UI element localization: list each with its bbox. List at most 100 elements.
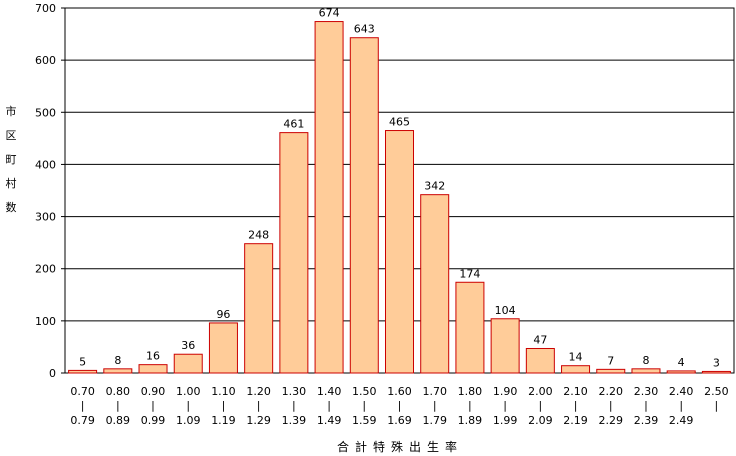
bar (420, 194, 450, 374)
x-tick-label: 2.20 (599, 385, 624, 398)
x-tick-label: 0.70 (70, 385, 95, 398)
x-tick-label: | (538, 399, 542, 412)
data-label: 3 (713, 356, 720, 369)
y-tick-label: 400 (35, 158, 56, 171)
bar (525, 347, 555, 374)
bar (279, 132, 309, 374)
x-tick-label: 2.39 (634, 414, 659, 427)
x-tick-label: | (609, 399, 613, 412)
x-tick-label: 2.29 (599, 414, 624, 427)
data-label: 96 (216, 308, 230, 321)
bar (244, 243, 274, 374)
bar (596, 368, 626, 374)
x-tick-label: 1.29 (246, 414, 271, 427)
bar (561, 365, 591, 374)
bar (631, 368, 661, 374)
data-label: 8 (642, 354, 649, 367)
x-tick-label: 2.40 (669, 385, 694, 398)
x-tick-label: | (292, 399, 296, 412)
y-axis-label-char: 市 (5, 105, 17, 118)
data-label: 674 (319, 7, 340, 20)
data-label: 4 (678, 356, 685, 369)
data-label: 7 (607, 354, 614, 367)
bar (208, 322, 238, 374)
data-label: 342 (424, 180, 445, 193)
x-tick-label: | (222, 399, 226, 412)
x-tick-label: | (433, 399, 437, 412)
data-label: 104 (495, 304, 516, 317)
y-tick-label: 500 (35, 106, 56, 119)
x-tick-label: 0.90 (141, 385, 166, 398)
y-tick-label: 600 (35, 54, 56, 67)
x-tick-label: 0.80 (106, 385, 131, 398)
x-tick-label: 1.40 (317, 385, 342, 398)
x-tick-label: 2.50 (704, 385, 729, 398)
x-tick-label: 1.39 (282, 414, 307, 427)
bar (349, 37, 379, 374)
x-tick-label: 1.49 (317, 414, 342, 427)
x-tick-label: 1.19 (211, 414, 236, 427)
x-tick-label: 2.30 (634, 385, 659, 398)
x-tick-label: | (574, 399, 578, 412)
y-tick-label: 200 (35, 263, 56, 276)
x-tick-label: 1.69 (387, 414, 412, 427)
y-tick-label: 0 (49, 367, 56, 380)
x-tick-label: 1.00 (176, 385, 201, 398)
data-label: 5 (79, 355, 86, 368)
x-tick-label: | (151, 399, 155, 412)
x-axis-label: 合計特殊出生率 (336, 440, 463, 454)
bar (138, 364, 168, 374)
data-label: 36 (181, 339, 195, 352)
x-tick-label: 1.50 (352, 385, 377, 398)
x-tick-label: | (398, 399, 402, 412)
x-tick-label: 2.09 (528, 414, 553, 427)
data-label: 643 (354, 23, 375, 36)
x-tick-label: | (327, 399, 331, 412)
x-tick-label: 1.30 (282, 385, 307, 398)
bar (666, 370, 696, 374)
x-tick-label: 2.10 (563, 385, 588, 398)
y-tick-label: 300 (35, 211, 56, 224)
data-label: 174 (459, 267, 480, 280)
bar (314, 21, 344, 374)
data-label: 8 (114, 354, 121, 367)
x-tick-label: 1.80 (458, 385, 483, 398)
x-tick-label: | (644, 399, 648, 412)
x-tick-label: 2.19 (563, 414, 588, 427)
x-tick-label: 1.70 (422, 385, 447, 398)
x-tick-label: | (116, 399, 120, 412)
y-tick-label: 700 (35, 2, 56, 15)
data-label: 16 (146, 350, 160, 363)
data-label: 47 (533, 333, 547, 346)
x-tick-label: | (679, 399, 683, 412)
bar (455, 281, 485, 374)
x-tick-label: | (81, 399, 85, 412)
x-tick-label: 1.79 (422, 414, 447, 427)
y-tick-label: 100 (35, 315, 56, 328)
bar (490, 318, 520, 374)
bar (701, 370, 731, 374)
x-tick-label: 0.99 (141, 414, 166, 427)
x-tick-label: | (186, 399, 190, 412)
x-tick-label: 1.60 (387, 385, 412, 398)
x-tick-label: 0.89 (106, 414, 131, 427)
data-label: 465 (389, 116, 410, 129)
y-axis-label-char: 町 (5, 153, 17, 166)
x-tick-label: | (362, 399, 366, 412)
x-tick-label: 1.10 (211, 385, 236, 398)
x-tick-label: 2.49 (669, 414, 694, 427)
x-tick-label: 0.79 (70, 414, 95, 427)
x-tick-label: | (468, 399, 472, 412)
bar (173, 353, 203, 374)
data-label: 461 (283, 118, 304, 131)
y-axis-label-char: 数 (5, 201, 17, 214)
y-axis-label-char: 区 (5, 129, 17, 142)
x-tick-label: 1.59 (352, 414, 377, 427)
x-tick-label: 1.99 (493, 414, 518, 427)
data-label: 248 (248, 229, 269, 242)
bar (385, 130, 414, 374)
x-tick-label: 1.09 (176, 414, 201, 427)
x-tick-label: | (257, 399, 261, 412)
x-tick-label: 2.00 (528, 385, 553, 398)
